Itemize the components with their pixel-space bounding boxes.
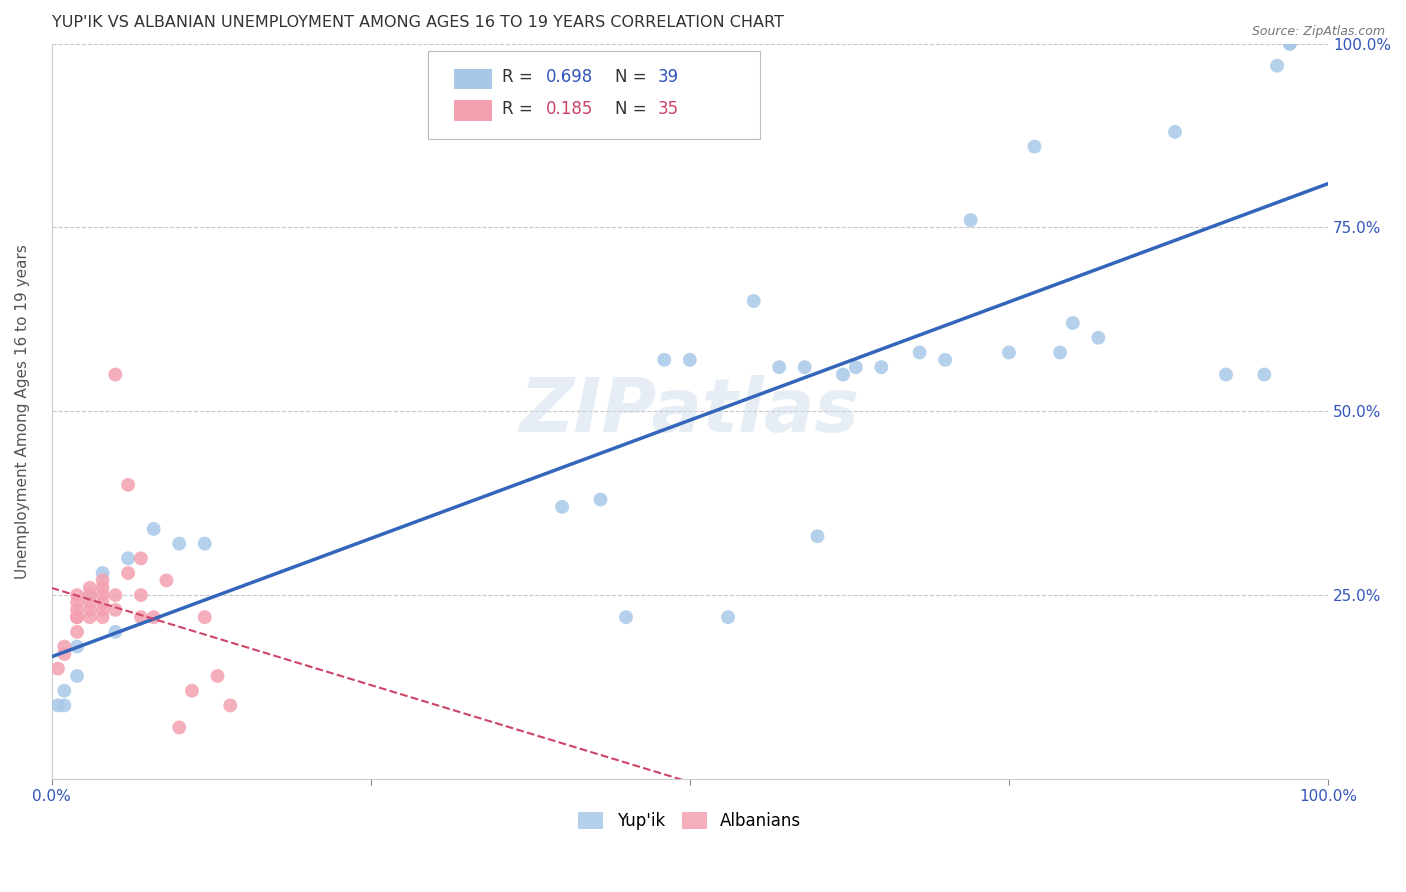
Point (1278, 37, 1301, 51)
FancyBboxPatch shape (454, 69, 492, 89)
Point (79, 610, 101, 624)
Point (167, 721, 190, 735)
Point (79, 603, 101, 617)
Point (181, 683, 204, 698)
Point (908, 345, 931, 359)
Point (46, 662, 69, 676)
FancyBboxPatch shape (454, 100, 492, 121)
Point (219, 698, 242, 713)
Point (934, 352, 956, 367)
Point (194, 536, 217, 550)
Point (679, 352, 702, 367)
Point (1164, 125, 1187, 139)
Point (1253, 368, 1275, 382)
Point (66, 624, 89, 639)
Point (845, 360, 868, 375)
Text: 39: 39 (658, 68, 679, 86)
Point (155, 574, 177, 588)
Point (1024, 139, 1046, 153)
Point (91, 574, 114, 588)
Point (66, 603, 89, 617)
Point (551, 500, 574, 514)
Point (53, 683, 76, 698)
Text: N =: N = (614, 68, 651, 86)
Point (959, 213, 981, 227)
Point (66, 610, 89, 624)
Point (117, 566, 139, 580)
Text: 35: 35 (658, 100, 679, 118)
Point (104, 588, 127, 602)
Point (117, 478, 139, 492)
Point (129, 610, 152, 624)
Point (998, 345, 1021, 359)
Point (589, 492, 612, 507)
Point (1278, 37, 1301, 51)
Point (142, 522, 165, 536)
Text: 0.185: 0.185 (546, 100, 593, 118)
Point (614, 610, 637, 624)
Point (104, 368, 127, 382)
Point (66, 640, 89, 654)
Point (768, 360, 790, 375)
Point (91, 603, 114, 617)
Point (66, 588, 89, 602)
Point (79, 581, 101, 595)
Legend: Yup'ik, Albanians: Yup'ik, Albanians (572, 805, 808, 837)
Point (79, 595, 101, 609)
Point (104, 624, 127, 639)
Text: R =: R = (502, 100, 538, 118)
Point (91, 610, 114, 624)
Text: 0.698: 0.698 (546, 68, 593, 86)
Text: YUP'IK VS ALBANIAN UNEMPLOYMENT AMONG AGES 16 TO 19 YEARS CORRELATION CHART: YUP'IK VS ALBANIAN UNEMPLOYMENT AMONG AG… (52, 15, 783, 30)
Text: R =: R = (502, 68, 538, 86)
Point (1215, 368, 1237, 382)
Point (79, 588, 101, 602)
Point (91, 566, 114, 580)
Point (53, 698, 76, 713)
Point (832, 368, 855, 382)
FancyBboxPatch shape (429, 51, 761, 139)
Point (652, 352, 675, 367)
Point (66, 595, 89, 609)
Y-axis label: Unemployment Among Ages 16 to 19 years: Unemployment Among Ages 16 to 19 years (15, 244, 30, 579)
Point (207, 669, 229, 683)
Point (66, 669, 89, 683)
Point (717, 610, 740, 624)
Text: N =: N = (614, 100, 651, 118)
Point (129, 588, 152, 602)
Point (870, 360, 893, 375)
Point (46, 698, 69, 713)
Point (1087, 331, 1109, 345)
Point (194, 610, 217, 624)
Point (806, 529, 828, 543)
Point (1062, 316, 1084, 330)
Point (66, 610, 89, 624)
Point (742, 293, 765, 308)
Point (167, 536, 190, 550)
Point (79, 588, 101, 602)
Point (793, 360, 815, 375)
Text: Source: ZipAtlas.com: Source: ZipAtlas.com (1251, 25, 1385, 38)
Point (1265, 59, 1288, 73)
Point (91, 595, 114, 609)
Point (91, 581, 114, 595)
Point (91, 588, 114, 602)
Point (53, 647, 76, 661)
Text: ZIPatlas: ZIPatlas (520, 375, 860, 448)
Point (104, 603, 127, 617)
Point (129, 551, 152, 566)
Point (1049, 345, 1071, 359)
Point (117, 551, 139, 566)
Point (53, 640, 76, 654)
Point (142, 610, 165, 624)
